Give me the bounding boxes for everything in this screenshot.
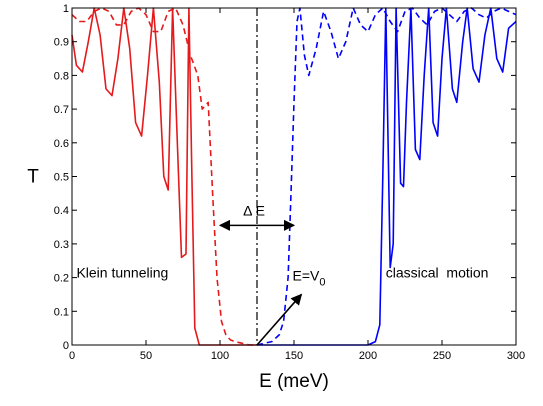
series-line-0 [71,7,257,346]
y-tick-label: 0.3 [54,239,69,251]
series-layer [71,7,517,346]
y-tick-label: 0 [63,340,69,352]
x-tick-label: 200 [359,350,377,362]
y-tick-label: 0.6 [54,138,69,150]
classical-motion-label: classical motion [386,265,489,281]
annotation-layer: Δ E E=V0 Klein tunneling classical motion [76,202,489,346]
tick-layer: 0 50 100 150 200 250 300 0 0.1 0.2 0.3 0.4 0.5 0.6 0.7… [54,3,525,362]
y-tick-label: 1 [63,3,69,15]
y-tick-label: 0.1 [54,306,69,318]
y-tick-label: 0.4 [54,205,69,217]
klein-tunneling-label: Klein tunneling [76,265,168,281]
x-tick-label: 250 [433,350,451,362]
e-equals-v0-label: E=V0 [293,267,326,288]
e-equals-v0-subscript: 0 [319,276,325,288]
y-tick-label: 0.9 [54,37,69,49]
y-tick-label: 0.2 [54,273,69,285]
x-axis-label: E (meV) [259,371,329,392]
x-tick-label: 50 [140,350,152,362]
y-tick-label: 0.7 [54,104,69,116]
e-equals-v0-arrow [256,293,303,346]
y-axis-label: T [27,167,39,188]
series-line-3 [257,7,517,346]
delta-e-label: Δ E [243,202,265,218]
x-tick-label: 300 [507,350,525,362]
y-tick-label: 0.8 [54,70,69,82]
x-tick-label: 150 [285,350,303,362]
series-line-2 [256,7,517,346]
y-tick-label: 0.5 [54,172,69,184]
x-tick-label: 0 [69,350,75,362]
series-line-1 [71,7,257,346]
x-tick-label: 100 [211,350,229,362]
